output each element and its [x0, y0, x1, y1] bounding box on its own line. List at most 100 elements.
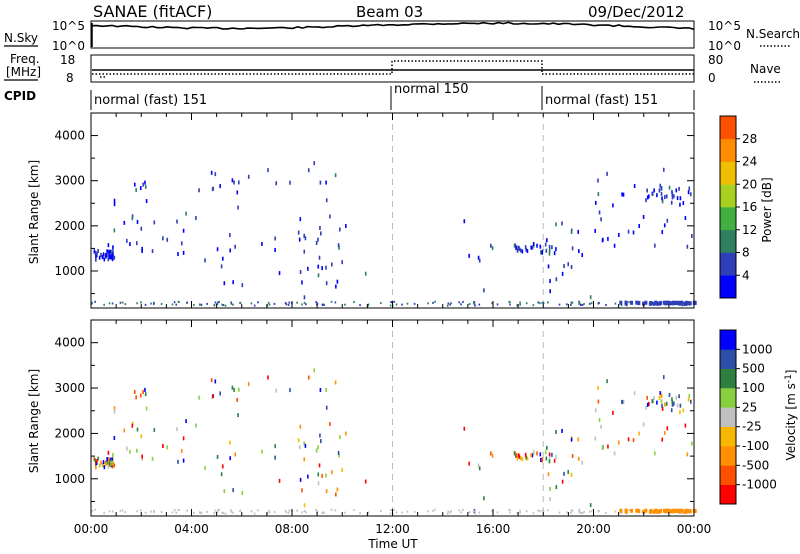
velocity-echo	[144, 392, 147, 397]
velocity-echo	[253, 512, 256, 515]
power-echo	[542, 302, 545, 305]
velocity-echo	[108, 461, 111, 466]
velocity-echo	[474, 512, 476, 515]
velocity-echo	[198, 395, 200, 400]
velocity-echo	[393, 508, 395, 511]
power-echo	[153, 301, 155, 304]
cpid-mode-1: normal (fast) 151	[94, 93, 207, 108]
velocity-echo	[515, 453, 518, 458]
power-echo	[473, 302, 475, 305]
velocity-echo	[103, 511, 105, 514]
power-echo	[337, 243, 340, 248]
velocity-echo	[325, 405, 328, 410]
power-echo	[229, 233, 231, 238]
velocity-echo	[288, 509, 291, 512]
power-cbar-swatch	[720, 229, 736, 253]
velocity-echo	[296, 509, 298, 512]
velocity-echo	[275, 388, 278, 393]
power-ylabel: Slant Range [km]	[27, 160, 41, 264]
power-echo	[325, 265, 327, 270]
velocity-cbar-swatch	[720, 446, 736, 466]
velocity-echo	[129, 449, 131, 454]
velocity-echo	[600, 424, 602, 429]
cpid-mode-3: normal (fast) 151	[545, 93, 658, 108]
velocity-echo	[648, 401, 650, 406]
velocity-echo	[110, 462, 112, 467]
velocity-cbar-swatch	[720, 426, 736, 447]
velocity-echo	[577, 437, 580, 442]
beam-label: Beam 03	[356, 3, 423, 21]
velocity-echo	[95, 465, 97, 470]
nsearch-label: N.Search	[746, 27, 800, 41]
velocity-xtick-label: 00:00	[74, 522, 109, 536]
power-echo	[219, 184, 221, 189]
velocity-echo	[637, 509, 641, 514]
power-echo	[666, 218, 669, 223]
power-echo	[329, 214, 331, 219]
freq-panel: Freq. [MHz] 18 8 80 0 Nave	[4, 52, 781, 85]
velocity-echo	[204, 466, 206, 471]
velocity-echo	[519, 509, 521, 512]
velocity-echo	[305, 511, 307, 514]
velocity-echo	[103, 465, 106, 470]
velocity-echo	[509, 511, 511, 514]
power-echo	[548, 244, 551, 249]
velocity-echo	[329, 422, 331, 427]
power-echo	[216, 303, 219, 306]
velocity-echo	[549, 497, 551, 502]
velocity-echo	[661, 403, 663, 408]
power-echo	[113, 228, 116, 233]
power-echo	[267, 168, 269, 173]
power-echo	[93, 249, 96, 254]
power-echo	[518, 247, 521, 252]
power-echo	[341, 260, 344, 265]
velocity-xtick-label: 16:00	[476, 522, 511, 536]
power-echo	[664, 301, 668, 306]
velocity-echo	[93, 457, 96, 462]
power-echo	[549, 289, 551, 294]
power-echo	[353, 301, 355, 304]
velocity-echo	[656, 509, 660, 514]
velocity-echo	[136, 427, 139, 432]
velocity-echo	[151, 456, 154, 461]
velocity-echo	[538, 510, 541, 513]
velocity-echo	[107, 464, 110, 469]
velocity-scatter	[91, 368, 697, 515]
power-echo	[224, 304, 227, 307]
velocity-echo	[213, 511, 216, 514]
velocity-echo	[323, 511, 325, 514]
velocity-echo	[531, 453, 534, 458]
velocity-echo	[555, 485, 558, 490]
power-echo	[684, 216, 687, 221]
velocity-echo	[111, 510, 114, 513]
power-echo	[111, 249, 113, 254]
power-echo	[474, 304, 476, 307]
velocity-echo	[97, 456, 99, 461]
power-echo	[570, 230, 573, 235]
velocity-echo	[571, 454, 574, 459]
power-echo	[468, 253, 470, 258]
velocity-echo	[330, 508, 333, 511]
power-cbar-swatch	[720, 275, 736, 299]
power-ytick-label: 2000	[54, 219, 85, 233]
velocity-echo	[307, 375, 310, 380]
velocity-echo	[303, 503, 306, 508]
power-echo	[106, 249, 108, 254]
velocity-xtick-label: 00:00	[677, 522, 712, 536]
velocity-echo	[561, 479, 564, 484]
velocity-echo	[112, 452, 114, 457]
velocity-echo	[483, 496, 485, 501]
velocity-echo	[177, 459, 179, 464]
power-echo	[691, 233, 693, 238]
velocity-echo	[214, 509, 217, 512]
velocity-echo	[541, 458, 543, 463]
velocity-ytick-label: 3000	[54, 381, 85, 395]
power-echo	[537, 301, 540, 304]
power-echo	[516, 304, 519, 307]
power-echo	[598, 210, 601, 215]
power-echo	[607, 236, 609, 241]
power-echo	[671, 192, 674, 197]
power-echo	[580, 303, 582, 306]
velocity-echo	[659, 391, 662, 396]
